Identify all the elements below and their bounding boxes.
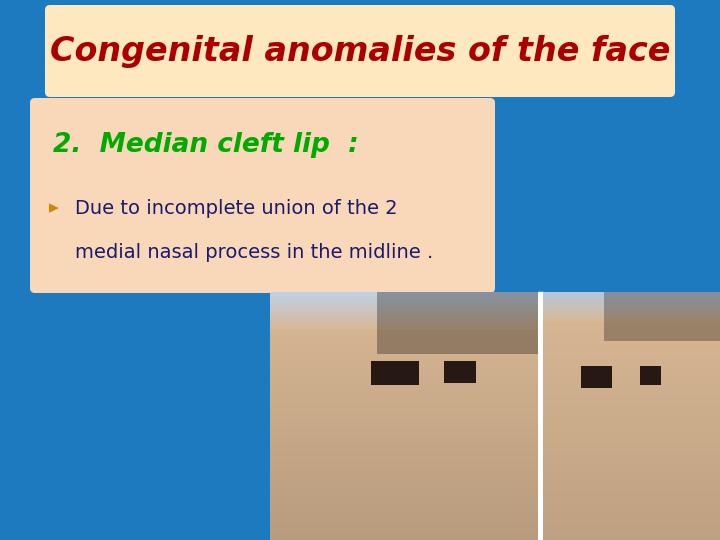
Text: 2.  Median cleft lip  :: 2. Median cleft lip : [53,132,359,158]
Text: Congenital anomalies of the face: Congenital anomalies of the face [50,35,670,68]
FancyBboxPatch shape [45,5,675,97]
Text: medial nasal process in the midline .: medial nasal process in the midline . [75,244,433,262]
FancyBboxPatch shape [30,98,495,293]
Text: ▸: ▸ [49,199,59,218]
Text: Due to incomplete union of the 2: Due to incomplete union of the 2 [75,199,397,218]
Bar [538,292,543,540]
